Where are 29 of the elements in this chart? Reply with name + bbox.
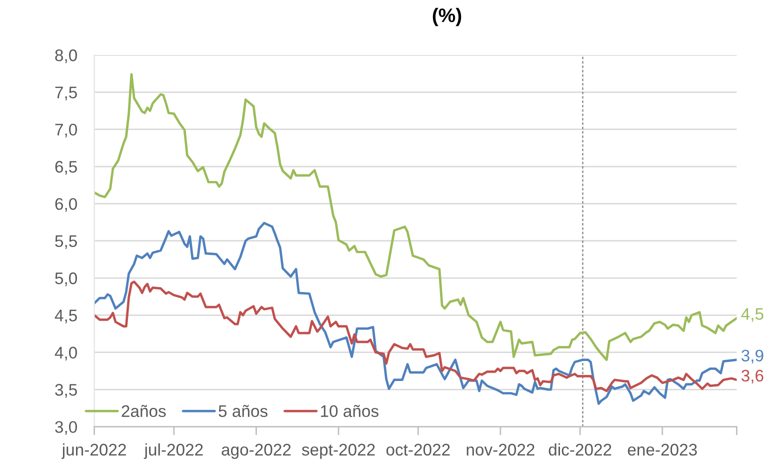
x-tick-label: nov-2022 (466, 444, 534, 456)
y-tick-label: 5,0 (55, 272, 77, 286)
data-label: 3,9 (742, 350, 764, 364)
x-tick-label: ene-2023 (628, 444, 697, 456)
line-series (94, 222, 737, 405)
legend-label: 10 años (320, 404, 378, 418)
x-tick-label: ago-2022 (222, 444, 291, 459)
x-tick-label: sept-2022 (302, 444, 375, 459)
legend-label: 5 años (218, 404, 268, 418)
y-tick-label: 6,0 (55, 198, 77, 212)
y-tick-label: 7,5 (55, 86, 77, 100)
legend-label: 2años (122, 404, 166, 418)
y-tick-label: 5,5 (55, 235, 77, 250)
x-tick-label: dic-2022 (548, 443, 612, 456)
data-label: 4,5 (741, 308, 764, 322)
y-tick-label: 8,0 (55, 49, 77, 64)
y-tick-label: 6,5 (55, 160, 77, 175)
line-series (94, 73, 737, 361)
data-label: 3,6 (742, 370, 764, 384)
y-tick-label: 4,0 (54, 346, 77, 361)
x-tick-label: oct-2022 (386, 444, 450, 456)
y-tick-label: 7,0 (55, 124, 77, 138)
y-tick-label: 3,5 (55, 384, 77, 398)
x-tick-label: jun-2022 (61, 443, 126, 459)
chart-title: (%) (432, 8, 462, 26)
y-tick-label: 4,5 (54, 310, 77, 324)
line-series (94, 280, 737, 392)
y-tick-label: 3,0 (55, 421, 77, 435)
x-tick-label: jul-2022 (144, 443, 203, 459)
